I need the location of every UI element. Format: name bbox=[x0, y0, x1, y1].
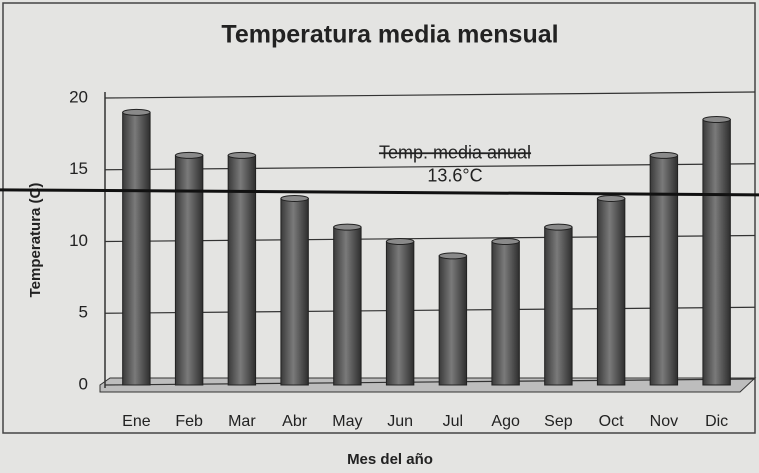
bar bbox=[544, 226, 573, 386]
grid-line bbox=[104, 163, 756, 171]
bar-top bbox=[227, 151, 257, 159]
reference-value-label: 13.6°C bbox=[427, 166, 482, 186]
x-tick-label: Dic bbox=[705, 413, 728, 430]
x-tick-label: Abr bbox=[282, 413, 308, 430]
y-tick-label: 15 bbox=[69, 159, 88, 178]
bar-top bbox=[544, 223, 573, 231]
grid-line bbox=[104, 234, 756, 243]
x-tick-label: Jul bbox=[443, 413, 463, 430]
bar bbox=[596, 197, 626, 386]
bar-top bbox=[122, 108, 151, 116]
chart-border bbox=[2, 2, 756, 434]
bar bbox=[280, 197, 309, 386]
reference-label: Temp. media anual bbox=[379, 143, 531, 163]
bar bbox=[385, 241, 415, 386]
bar bbox=[333, 226, 362, 386]
bar-top bbox=[491, 238, 520, 245]
y-tick-label: 0 bbox=[79, 374, 88, 393]
bar-top bbox=[174, 151, 204, 159]
x-tick-label: Ago bbox=[491, 413, 520, 430]
bar-top bbox=[438, 252, 468, 260]
bar bbox=[649, 154, 679, 386]
bar bbox=[702, 119, 731, 386]
x-tick-label: Ene bbox=[122, 413, 151, 430]
bar-top bbox=[702, 116, 731, 124]
reference-line bbox=[0, 188, 759, 197]
x-axis-title: Mes del año bbox=[347, 451, 433, 468]
bar-top bbox=[649, 151, 679, 159]
bar bbox=[174, 154, 204, 386]
bar bbox=[227, 154, 257, 386]
bar-top bbox=[333, 223, 362, 231]
bar bbox=[438, 255, 468, 386]
y-tick-label: 5 bbox=[79, 303, 88, 322]
floor bbox=[99, 377, 757, 393]
grid-line bbox=[104, 378, 756, 386]
bar-top bbox=[280, 194, 309, 202]
x-tick-label: Jun bbox=[387, 413, 413, 430]
bar bbox=[122, 111, 151, 386]
x-tick-label: Nov bbox=[650, 413, 678, 430]
x-tick-label: Sep bbox=[544, 413, 573, 430]
bar-top bbox=[385, 238, 415, 245]
grid-line bbox=[104, 91, 756, 99]
x-tick-label: May bbox=[332, 413, 362, 430]
x-tick-label: Feb bbox=[175, 413, 203, 430]
x-tick-label: Mar bbox=[228, 413, 256, 430]
bar-top bbox=[596, 194, 626, 202]
y-axis-title: Temperatura (C) bbox=[27, 183, 44, 298]
bar bbox=[491, 241, 520, 386]
y-tick-label: 10 bbox=[69, 231, 88, 250]
chart-title: Temperatura media mensual bbox=[221, 21, 558, 49]
grid-line bbox=[104, 306, 756, 314]
y-tick-label: 20 bbox=[69, 87, 88, 106]
x-tick-label: Oct bbox=[599, 413, 624, 430]
